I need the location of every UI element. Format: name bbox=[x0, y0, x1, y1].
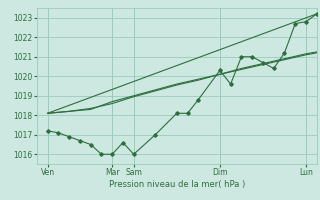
X-axis label: Pression niveau de la mer( hPa ): Pression niveau de la mer( hPa ) bbox=[109, 180, 245, 189]
